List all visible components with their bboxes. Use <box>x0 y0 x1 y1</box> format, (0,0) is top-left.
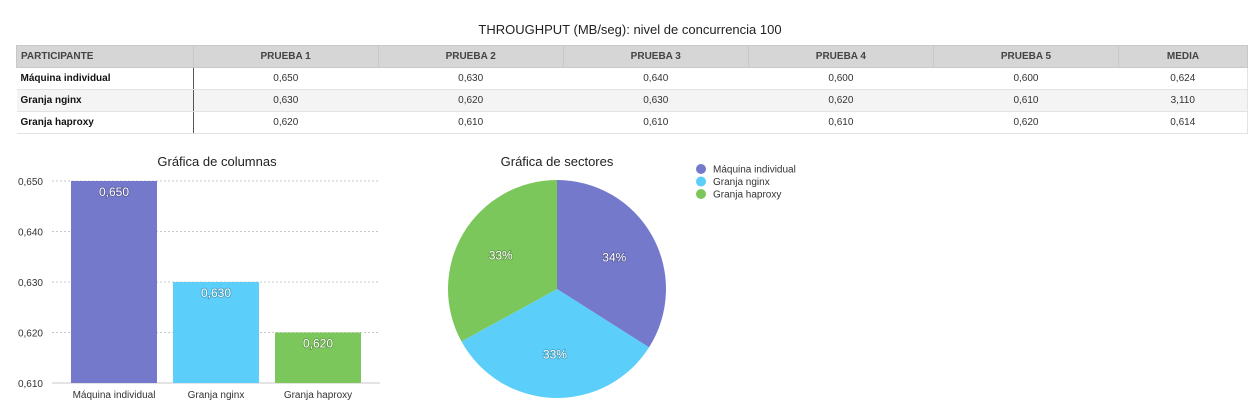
table-cell: 0,620 <box>193 111 379 134</box>
pie-value-label: 33% <box>543 347 567 361</box>
header-prueba-2: PRUEBA 2 <box>377 45 564 68</box>
report-title: THROUGHPUT (MB/seg): nivel de concurrenc… <box>478 22 782 37</box>
y-tick-label: 0,630 <box>18 278 43 289</box>
table-cell: 3,110 <box>1118 89 1248 112</box>
table-header-row: PARTICIPANTE PRUEBA 1 PRUEBA 2 PRUEBA 3 … <box>16 45 1248 68</box>
table-row: Granja nginx 0,630 0,620 0,630 0,620 0,6… <box>16 89 1248 112</box>
table-row: Granja haproxy 0,620 0,610 0,610 0,610 0… <box>16 111 1248 134</box>
pie-chart: 34% 33% 33% <box>447 180 666 398</box>
table-cell: 0,610 <box>378 111 564 134</box>
legend-swatch <box>696 176 706 187</box>
y-tick-label: 0,650 <box>18 177 43 188</box>
bar-value-label: 0,630 <box>201 286 231 300</box>
bar-chart-title: Gráfica de columnas <box>157 154 277 169</box>
pie-slice <box>447 180 557 342</box>
header-participante: PARTICIPANTE <box>16 45 194 68</box>
legend-swatch <box>696 189 706 199</box>
legend-label: Máquina individual <box>713 165 796 176</box>
x-tick-label: Granja nginx <box>188 390 245 401</box>
header-media: MEDIA <box>1118 45 1248 68</box>
table-cell: 0,630 <box>563 89 749 112</box>
table-cell: 0,614 <box>1118 111 1248 134</box>
bar <box>173 282 259 383</box>
table-cell: 0,620 <box>748 89 934 112</box>
y-tick-label: 0,610 <box>18 379 43 390</box>
legend-label: Granja nginx <box>713 177 770 188</box>
table-cell: 0,610 <box>748 111 934 134</box>
row-label: Granja nginx <box>16 89 194 112</box>
table-cell: 0,610 <box>563 111 749 134</box>
pie-slice <box>557 180 666 348</box>
header-prueba-4: PRUEBA 4 <box>747 45 934 68</box>
y-tick-label: 0,640 <box>18 228 43 239</box>
legend-swatch <box>696 164 706 174</box>
header-prueba-3: PRUEBA 3 <box>562 45 749 68</box>
pie-slice <box>461 289 650 398</box>
header-prueba-5: PRUEBA 5 <box>932 45 1120 68</box>
table-cell: 0,620 <box>378 89 564 112</box>
table-cell: 0,610 <box>933 89 1119 112</box>
y-tick-label: 0,620 <box>18 329 43 340</box>
bar-value-label: 0,620 <box>303 337 333 351</box>
x-tick-label: Granja haproxy <box>284 390 352 401</box>
pie-value-label: 34% <box>602 250 626 264</box>
table-row: Máquina individual 0,650 0,630 0,640 0,6… <box>16 67 1248 90</box>
row-label: Granja haproxy <box>16 111 194 134</box>
bar-chart: 0,610 0,620 0,630 0,640 0,650 0,650 Máquina in… <box>18 177 380 401</box>
x-tick-label: Máquina individual <box>73 390 156 401</box>
table-cell: 0,620 <box>933 111 1119 134</box>
throughput-table: PARTICIPANTE PRUEBA 1 PRUEBA 2 PRUEBA 3 … <box>16 45 1248 134</box>
table-cell: 0,630 <box>193 89 379 112</box>
bar-value-label: 0,650 <box>99 185 129 199</box>
legend-label: Granja haproxy <box>713 190 781 201</box>
bar <box>71 181 157 383</box>
pie-value-label: 33% <box>489 249 513 263</box>
header-prueba-1: PRUEBA 1 <box>192 45 379 68</box>
pie-chart-title: Gráfica de sectores <box>501 154 614 169</box>
bar <box>275 332 361 383</box>
